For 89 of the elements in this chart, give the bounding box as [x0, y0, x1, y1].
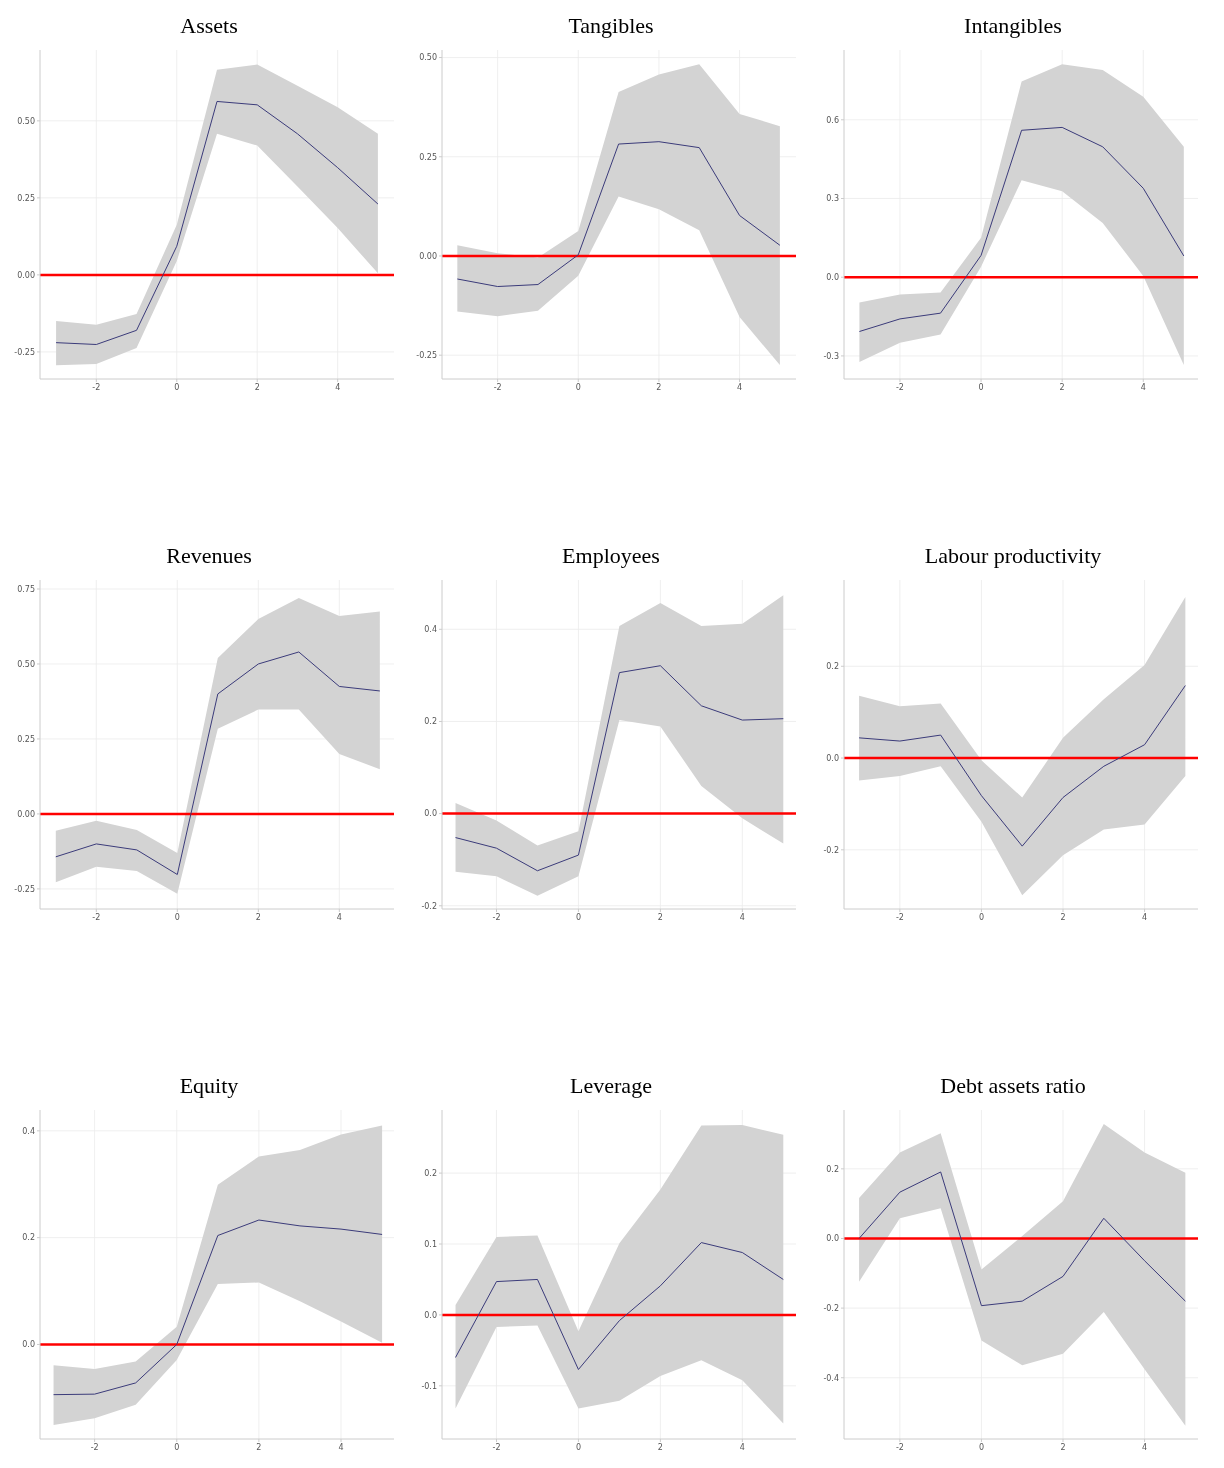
x-tick-label: 0: [978, 912, 984, 922]
chart-title: Labour productivity: [923, 542, 1103, 570]
x-tick-label: -2: [492, 912, 501, 922]
chart-title: Leverage: [569, 1072, 653, 1100]
x-tick-label: 0: [978, 1442, 984, 1452]
x-tick-label: 4: [739, 1442, 745, 1452]
y-tick-label: 0.50: [17, 116, 35, 126]
y-tick-label: 0.0: [826, 753, 839, 763]
x-tick-label: 4: [1142, 912, 1148, 922]
x-tick-label: 2: [1060, 912, 1066, 922]
y-tick-label: -0.1: [421, 1381, 437, 1391]
y-tick-label: -0.2: [823, 845, 839, 855]
x-tick-label: 0: [978, 382, 984, 392]
chart-title: Employees: [561, 542, 661, 570]
y-tick-label: -0.25: [14, 347, 35, 357]
y-tick-label: -0.4: [823, 1373, 839, 1383]
y-tick-label: 0.2: [22, 1233, 35, 1243]
y-tick-label: -0.25: [14, 884, 35, 894]
line-series: [455, 1242, 784, 1371]
y-tick-label: 0.2: [424, 1168, 437, 1178]
line-series: [455, 665, 784, 872]
x-tick-label: 4: [1142, 1442, 1148, 1452]
y-tick-label: -0.3: [823, 351, 839, 361]
x-tick-label: 4: [336, 912, 342, 922]
chart-title: Intangibles: [963, 12, 1063, 40]
y-tick-label: 0.50: [17, 659, 35, 669]
x-tick-label: -2: [895, 912, 904, 922]
x-tick-label: 2: [657, 912, 663, 922]
y-tick-label: 0.0: [826, 273, 839, 283]
line-series: [456, 141, 781, 288]
x-tick-label: -2: [895, 382, 904, 392]
x-tick-label: 0: [575, 1442, 581, 1452]
chart-title: Revenues: [165, 542, 253, 570]
line-series: [55, 100, 379, 345]
x-tick-label: 4: [335, 382, 341, 392]
x-tick-label: -2: [895, 1442, 904, 1452]
x-tick-label: 2: [256, 1442, 262, 1452]
x-tick-label: 0: [575, 382, 581, 392]
y-tick-label: 0.4: [22, 1126, 35, 1136]
y-tick-label: 0.0: [424, 809, 437, 819]
line-series: [858, 126, 1185, 333]
y-tick-label: 0.2: [826, 662, 839, 672]
x-tick-label: -2: [492, 1442, 501, 1452]
x-tick-label: 4: [338, 1442, 344, 1452]
chart-title: Debt assets ratio: [939, 1072, 1087, 1100]
y-tick-label: 0.0: [424, 1310, 437, 1320]
y-tick-label: 0.75: [17, 584, 35, 594]
x-tick-label: 2: [255, 912, 261, 922]
y-tick-label: 0.0: [22, 1340, 35, 1350]
x-tick-label: 0: [174, 382, 180, 392]
line-series: [55, 651, 381, 876]
y-tick-label: 0.1: [424, 1239, 437, 1249]
line-series: [53, 1219, 383, 1396]
x-tick-label: 2: [656, 382, 662, 392]
x-tick-label: 4: [1140, 382, 1146, 392]
line-series: [858, 1171, 1186, 1307]
y-tick-label: 0.00: [17, 809, 35, 819]
x-tick-label: 2: [657, 1442, 663, 1452]
y-tick-label: 0.2: [424, 717, 437, 727]
x-tick-label: 4: [737, 382, 743, 392]
y-tick-label: 0.00: [17, 270, 35, 280]
x-tick-label: 2: [1059, 382, 1065, 392]
x-tick-label: -2: [92, 382, 101, 392]
y-tick-label: 0.4: [424, 625, 437, 635]
x-tick-label: 0: [174, 1442, 180, 1452]
x-tick-label: 2: [1060, 1442, 1066, 1452]
chart-title: Tangibles: [567, 12, 655, 40]
y-tick-label: 0.25: [419, 152, 437, 162]
chart-title: Assets: [179, 12, 239, 40]
x-tick-label: -2: [493, 382, 502, 392]
y-tick-label: 0.00: [419, 251, 437, 261]
x-tick-label: 0: [174, 912, 180, 922]
y-tick-label: 0.25: [17, 193, 35, 203]
x-tick-label: -2: [90, 1442, 99, 1452]
y-tick-label: 0.25: [17, 734, 35, 744]
line-series: [858, 685, 1186, 847]
y-tick-label: 0.0: [826, 1234, 839, 1244]
y-tick-label: -0.2: [421, 901, 437, 911]
x-tick-label: 4: [739, 912, 745, 922]
y-tick-label: 0.6: [826, 115, 839, 125]
y-tick-label: 0.2: [826, 1164, 839, 1174]
x-tick-label: 2: [254, 382, 260, 392]
chart-title: Equity: [178, 1072, 240, 1100]
x-tick-label: -2: [92, 912, 101, 922]
y-tick-label: -0.25: [416, 351, 437, 361]
x-tick-label: 0: [575, 912, 581, 922]
y-tick-label: 0.50: [419, 53, 437, 63]
y-tick-label: -0.2: [823, 1303, 839, 1313]
y-tick-label: 0.3: [826, 194, 839, 204]
